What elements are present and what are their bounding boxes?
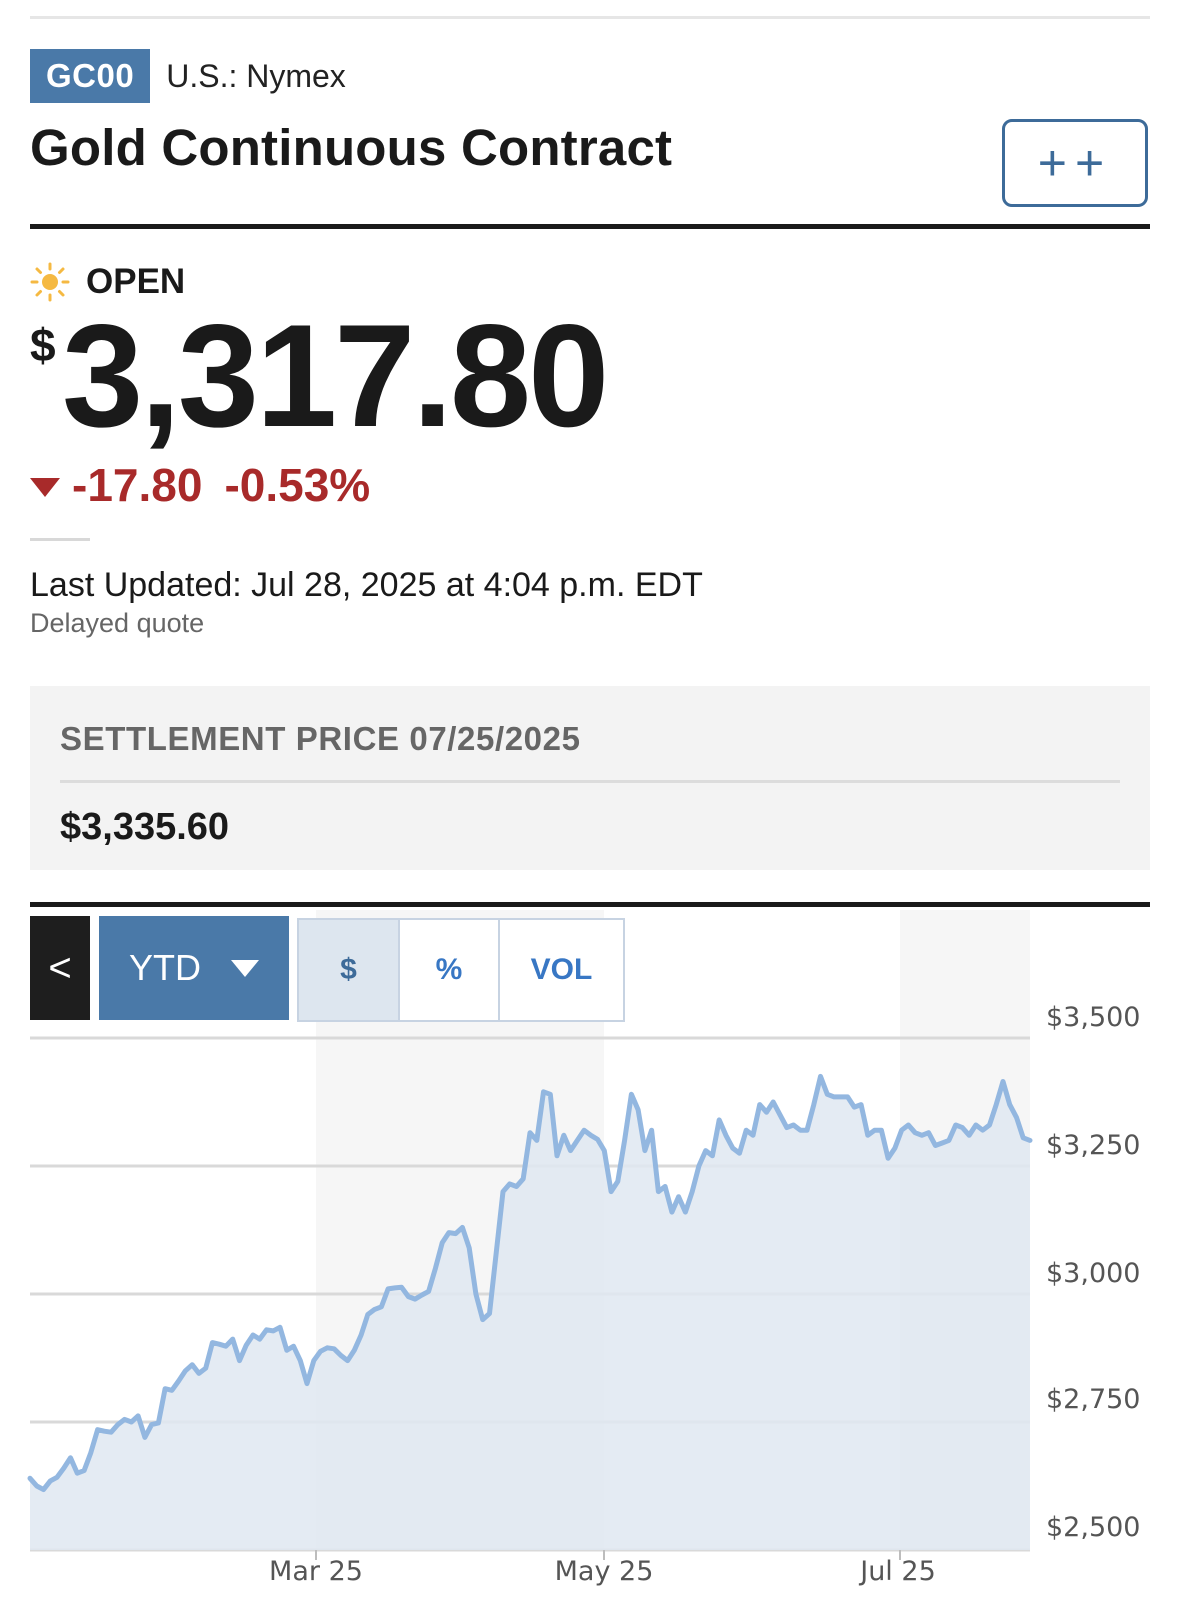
status-label: OPEN	[86, 262, 186, 301]
settlement-value: $3,335.60	[60, 806, 230, 848]
price-change: -17.80 -0.53%	[30, 459, 371, 511]
x-tick-label: Jul 25	[860, 1556, 936, 1587]
caret-down-icon	[231, 959, 259, 977]
mode-volume-button[interactable]: VOL	[530, 953, 593, 986]
chart-divider	[30, 902, 1150, 907]
delayed-quote-note: Delayed quote	[30, 608, 205, 638]
add-to-watchlist-button[interactable]: ++	[1002, 119, 1148, 207]
change-percent: -0.53%	[224, 459, 371, 511]
chevron-left-icon: <	[48, 945, 72, 990]
series-area	[30, 1076, 1030, 1550]
y-tick-label: $3,250	[1046, 1130, 1141, 1161]
time-range-label: YTD	[129, 947, 201, 988]
time-range-dropdown[interactable]: YTD	[99, 916, 289, 1020]
y-tick-label: $3,500	[1046, 1002, 1141, 1033]
market-status: OPEN	[30, 260, 185, 304]
last-price: 3,317.80	[62, 294, 609, 457]
down-arrow-icon	[30, 477, 60, 497]
top-divider	[30, 16, 1150, 19]
exchange-label: U.S.: Nymex	[166, 57, 346, 94]
currency-symbol: $	[30, 319, 56, 371]
short-divider	[30, 538, 90, 541]
y-tick-label: $2,750	[1046, 1384, 1141, 1415]
ticker-badge[interactable]: GC00	[30, 49, 151, 103]
page-title: Gold Continuous Contract	[30, 119, 673, 176]
settlement-label: SETTLEMENT PRICE 07/25/2025	[60, 720, 581, 757]
series-line	[27, 1073, 1033, 1493]
change-value: -17.80	[72, 459, 203, 511]
mode-percent-button[interactable]: %	[400, 920, 500, 1020]
x-tick-label: May 25	[554, 1556, 654, 1587]
sun-icon	[30, 262, 70, 302]
mode-price-button[interactable]: $	[299, 920, 400, 1020]
y-tick-label: $3,000	[1046, 1258, 1141, 1289]
ticker-row: GC00 U.S.: Nymex	[30, 48, 346, 104]
chart-back-button[interactable]: <	[30, 916, 90, 1020]
settlement-panel: SETTLEMENT PRICE 07/25/2025 $3,335.60	[30, 686, 1150, 870]
settlement-divider	[60, 780, 1120, 783]
plus-plus-icon: ++	[1037, 135, 1113, 191]
x-tick-label: Mar 25	[269, 1556, 363, 1587]
chart-mode-toggle: $ % VOL	[297, 918, 625, 1022]
y-tick-label: $2,500	[1046, 1512, 1141, 1543]
last-updated: Last Updated: Jul 28, 2025 at 4:04 p.m. …	[30, 566, 703, 604]
header-divider	[30, 224, 1150, 229]
month-band	[900, 910, 1030, 1550]
